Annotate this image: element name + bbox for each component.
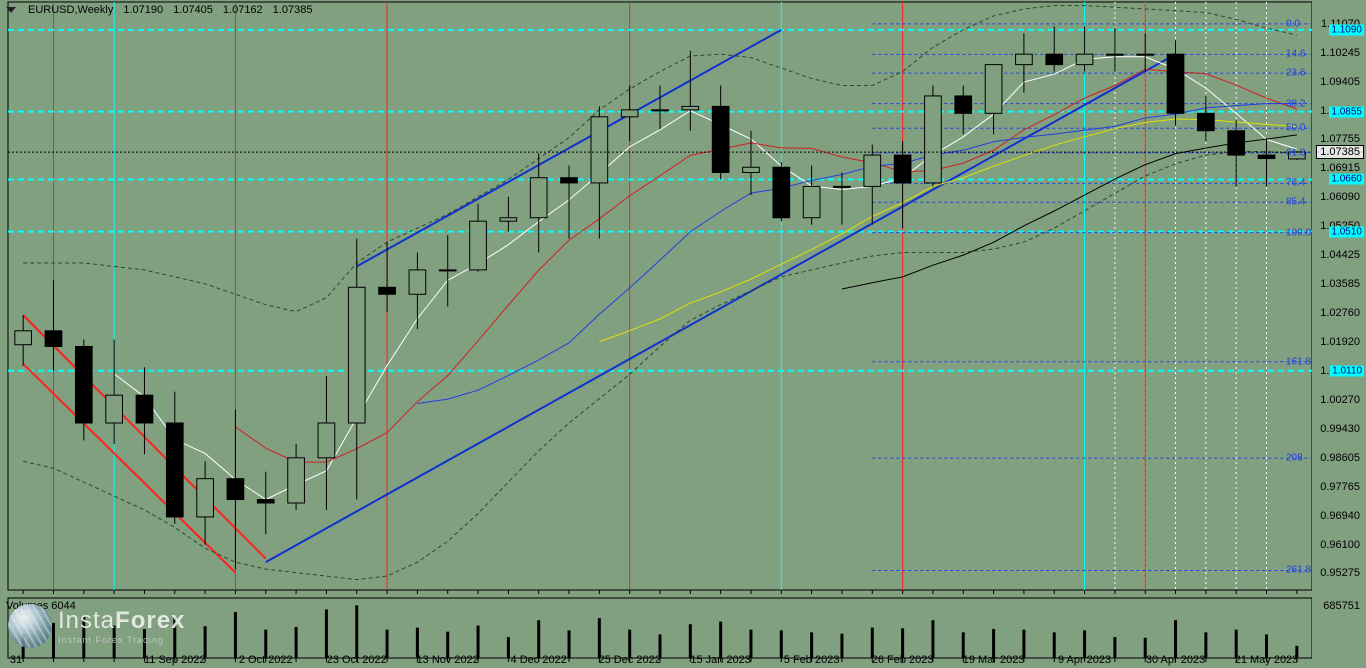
dropdown-icon[interactable] bbox=[6, 7, 16, 13]
y-tick: 0.97765 bbox=[1320, 481, 1360, 493]
x-tick: 2 Oct 2022 bbox=[239, 654, 293, 666]
cyan-price-box: 1.1090 bbox=[1329, 24, 1364, 35]
x-tick: 11 Sep 2022 bbox=[144, 654, 206, 666]
chart-svg bbox=[0, 0, 1366, 668]
x-tick: 19 Mar 2023 bbox=[963, 654, 1025, 666]
y-tick: 0.99430 bbox=[1320, 423, 1360, 435]
y-tick: 0.95275 bbox=[1320, 567, 1360, 579]
brand-tagline: Instant Forex Trading bbox=[58, 635, 185, 645]
y-tick: 1.00270 bbox=[1320, 394, 1360, 406]
y-tick: 0.98605 bbox=[1320, 452, 1360, 464]
chart-root: EURUSD,Weekly 1.07190 1.07405 1.07162 1.… bbox=[0, 0, 1366, 668]
ohlc-h: 1.07405 bbox=[173, 4, 213, 16]
fib-level: 208 bbox=[1286, 453, 1303, 464]
x-tick: 15 Jan 2023 bbox=[690, 654, 751, 666]
y-tick: 1.03585 bbox=[1320, 278, 1360, 290]
fib-level: 50.0 bbox=[1286, 123, 1305, 134]
cyan-price-box: 1.0855 bbox=[1329, 106, 1364, 117]
y-tick: 1.02760 bbox=[1320, 307, 1360, 319]
cyan-price-box: 1.0510 bbox=[1329, 226, 1364, 237]
y-tick: 1.07755 bbox=[1320, 133, 1360, 145]
fib-level: 100.0 bbox=[1286, 227, 1311, 238]
fib-level: 14.6 bbox=[1286, 49, 1305, 60]
x-tick: 21 May 2023 bbox=[1235, 654, 1299, 666]
y-tick: 1.06090 bbox=[1320, 191, 1360, 203]
ohlc-o: 1.07190 bbox=[123, 4, 163, 16]
x-tick: 23 Oct 2022 bbox=[327, 654, 387, 666]
x-tick: 26 Feb 2023 bbox=[872, 654, 934, 666]
x-tick: 5 Feb 2023 bbox=[784, 654, 840, 666]
x-tick: 25 Dec 2022 bbox=[598, 654, 660, 666]
x-tick: 30 Apr 2023 bbox=[1146, 654, 1205, 666]
fib-level: 23.6 bbox=[1286, 68, 1305, 79]
symbol-label: EURUSD,Weekly bbox=[28, 4, 113, 16]
fib-level: 38.2 bbox=[1286, 98, 1305, 109]
fib-level: 76.4 bbox=[1286, 178, 1305, 189]
y-tick: 1.01920 bbox=[1320, 336, 1360, 348]
volume-scale-label: 685751 bbox=[1323, 600, 1360, 612]
y-tick: 1.06915 bbox=[1320, 162, 1360, 174]
y-tick: 0.96940 bbox=[1320, 510, 1360, 522]
y-tick: 1.04425 bbox=[1320, 249, 1360, 261]
y-tick: 0.96100 bbox=[1320, 539, 1360, 551]
fib-level: 0.0 bbox=[1286, 18, 1300, 29]
cyan-price-box: 1.0660 bbox=[1329, 174, 1364, 185]
globe-icon bbox=[8, 604, 52, 648]
title-bar: EURUSD,Weekly 1.07190 1.07405 1.07162 1.… bbox=[6, 4, 312, 16]
x-tick: 4 Dec 2022 bbox=[511, 654, 567, 666]
fib-level: 261.8 bbox=[1286, 565, 1311, 576]
ohlc-c: 1.07385 bbox=[273, 4, 313, 16]
last-price-box: 1.07385 bbox=[1316, 145, 1364, 159]
x-tick: 13 Nov 2022 bbox=[417, 654, 479, 666]
fib-level: 161.8 bbox=[1286, 356, 1311, 367]
fib-level: 85.4 bbox=[1286, 197, 1305, 208]
brand-name: InstaForex bbox=[58, 607, 185, 635]
x-tick: 9 Apr 2023 bbox=[1058, 654, 1111, 666]
y-tick: 1.09405 bbox=[1320, 76, 1360, 88]
y-tick: 1.10245 bbox=[1320, 47, 1360, 59]
fib-level: 61.8 bbox=[1286, 147, 1305, 158]
ohlc-l: 1.07162 bbox=[223, 4, 263, 16]
watermark: InstaForex Instant Forex Trading bbox=[8, 604, 185, 648]
cyan-price-box: 1.0110 bbox=[1330, 365, 1364, 376]
